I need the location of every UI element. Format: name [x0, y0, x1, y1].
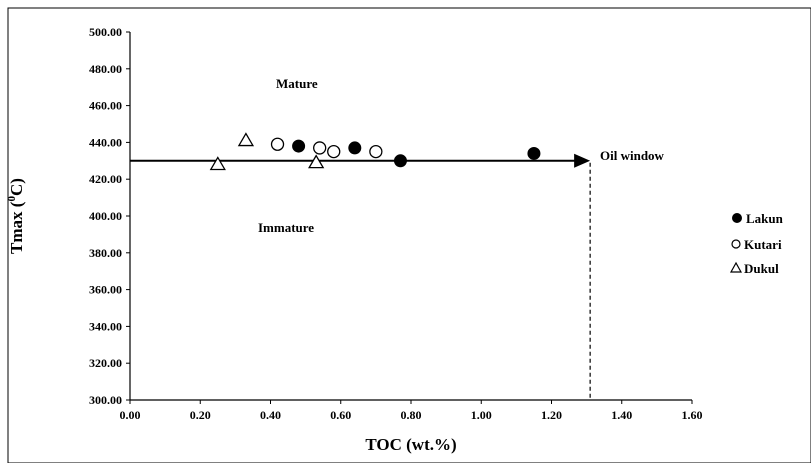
point-dukul — [237, 132, 255, 147]
y-tick-label: 500.00 — [89, 25, 122, 39]
guides — [130, 153, 591, 400]
x-tick-label: 1.00 — [471, 408, 492, 422]
legend-label-lakun: Lakun — [746, 211, 784, 226]
mature-label: Mature — [276, 76, 318, 91]
point-lakun — [393, 154, 407, 168]
x-tick-label: 0.00 — [120, 408, 141, 422]
y-tick-label: 480.00 — [89, 62, 122, 76]
legend-label-kutari: Kutari — [744, 237, 782, 252]
x-tick-label: 0.40 — [260, 408, 281, 422]
chart-border — [7, 7, 811, 463]
point-kutari — [327, 144, 341, 159]
y-axis-title: Tmax (0C) — [6, 178, 26, 254]
points — [209, 132, 541, 171]
legend: Lakun Kutari Dukul — [729, 211, 784, 276]
y-axis-title-end: C) — [7, 178, 26, 196]
y-axis-title-sup: 0 — [6, 196, 18, 202]
x-tick-label: 0.20 — [190, 408, 211, 422]
y-tick-label: 440.00 — [89, 135, 122, 149]
oil-window-arrowhead — [574, 153, 591, 168]
x-tick-label: 0.80 — [401, 408, 422, 422]
point-dukul — [209, 156, 226, 171]
y-tick-label: 300.00 — [89, 393, 122, 407]
point-kutari — [313, 141, 327, 155]
y-tick-label: 320.00 — [89, 356, 122, 370]
x-tick-label: 1.40 — [611, 408, 632, 422]
y-tick-label: 360.00 — [89, 283, 122, 297]
y-tick-label: 460.00 — [89, 99, 122, 113]
x-tick-label: 1.60 — [682, 408, 703, 422]
point-lakun — [348, 141, 362, 155]
x-tick-label: 1.20 — [541, 408, 562, 422]
point-dukul — [308, 154, 325, 169]
point-lakun — [292, 139, 306, 153]
x-tick-label: 0.60 — [330, 408, 351, 422]
point-lakun — [527, 146, 541, 160]
x-ticks: 0.00 0.20 0.40 0.60 0.80 1.00 1.20 1.40 1.60 — [120, 400, 703, 422]
y-tick-label: 380.00 — [89, 246, 122, 260]
oil-window-label: Oil window — [600, 148, 665, 163]
legend-marker-lakun — [732, 213, 742, 223]
point-kutari — [270, 137, 285, 151]
x-axis-title: TOC (wt.%) — [365, 435, 456, 454]
legend-marker-dukul — [729, 261, 743, 273]
y-tick-label: 420.00 — [89, 172, 122, 186]
immature-label: Immature — [258, 220, 314, 235]
point-kutari — [369, 144, 383, 159]
axes — [129, 32, 692, 401]
y-tick-label: 400.00 — [89, 209, 122, 223]
y-ticks: 300.00 320.00 340.00 360.00 380.00 400.00 420.… — [89, 25, 130, 407]
legend-marker-kutari — [731, 239, 741, 249]
y-tick-label: 340.00 — [89, 319, 122, 333]
y-axis-title-main: Tmax ( — [7, 201, 26, 254]
legend-label-dukul: Dukul — [744, 261, 779, 276]
